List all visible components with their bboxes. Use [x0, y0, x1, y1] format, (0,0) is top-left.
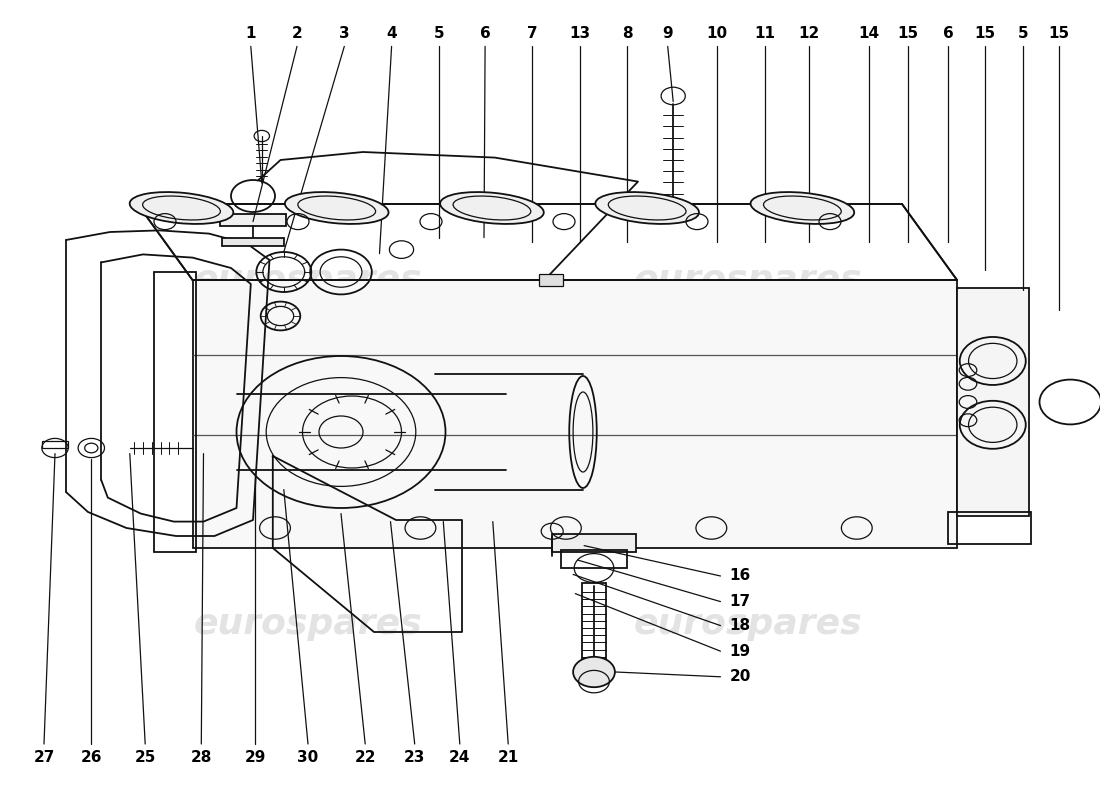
- Text: 6: 6: [943, 26, 954, 41]
- Text: 5: 5: [433, 26, 444, 41]
- Ellipse shape: [130, 192, 233, 224]
- Bar: [582, 583, 606, 668]
- Ellipse shape: [440, 192, 543, 224]
- Text: 7: 7: [527, 26, 538, 41]
- Text: 29: 29: [244, 750, 266, 765]
- Text: 14: 14: [858, 26, 880, 41]
- Bar: [539, 274, 563, 286]
- Text: eurospares: eurospares: [634, 263, 862, 297]
- Text: 1: 1: [245, 26, 256, 41]
- Text: eurospares: eurospares: [194, 263, 422, 297]
- Bar: [192, 280, 957, 548]
- Text: 25: 25: [134, 750, 156, 765]
- Bar: [42, 441, 68, 448]
- Bar: [220, 214, 286, 226]
- Text: 28: 28: [190, 750, 212, 765]
- Text: 30: 30: [297, 750, 319, 765]
- Text: 12: 12: [798, 26, 820, 41]
- Ellipse shape: [750, 192, 855, 224]
- Text: 17: 17: [729, 594, 750, 609]
- Text: 8: 8: [621, 26, 632, 41]
- Text: 19: 19: [729, 644, 750, 658]
- Text: 5: 5: [1018, 26, 1028, 41]
- Bar: [222, 238, 284, 246]
- Text: 15: 15: [896, 26, 918, 41]
- Text: 23: 23: [404, 750, 426, 765]
- Text: 4: 4: [386, 26, 397, 41]
- Bar: [948, 512, 1031, 544]
- Text: 24: 24: [449, 750, 471, 765]
- Text: 11: 11: [754, 26, 776, 41]
- Text: 15: 15: [974, 26, 996, 41]
- Text: 2: 2: [292, 26, 302, 41]
- Text: eurospares: eurospares: [634, 607, 862, 641]
- Text: 21: 21: [497, 750, 519, 765]
- Text: 9: 9: [662, 26, 673, 41]
- Bar: [658, 212, 689, 220]
- Bar: [154, 272, 196, 552]
- Text: 3: 3: [339, 26, 350, 41]
- Bar: [552, 534, 636, 552]
- Text: 10: 10: [706, 26, 728, 41]
- Text: 15: 15: [1048, 26, 1070, 41]
- Text: eurospares: eurospares: [194, 607, 422, 641]
- Ellipse shape: [285, 192, 388, 224]
- Text: 18: 18: [729, 618, 750, 633]
- Bar: [957, 288, 1028, 516]
- Text: 26: 26: [80, 750, 102, 765]
- Bar: [561, 550, 627, 568]
- Circle shape: [573, 657, 615, 687]
- Text: 16: 16: [729, 569, 750, 583]
- Text: 6: 6: [480, 26, 491, 41]
- Ellipse shape: [595, 192, 698, 224]
- Text: 22: 22: [354, 750, 376, 765]
- Text: 27: 27: [33, 750, 55, 765]
- Text: 20: 20: [729, 670, 750, 684]
- Text: 13: 13: [569, 26, 591, 41]
